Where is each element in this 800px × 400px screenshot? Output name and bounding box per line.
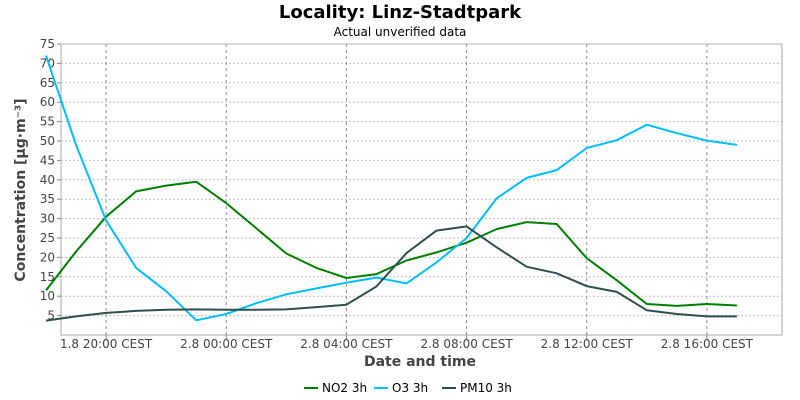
y-tick-label: 30 — [40, 212, 55, 226]
y-tick-label: 40 — [40, 173, 55, 187]
legend: NO2 3h O3 3h PM10 3h — [304, 381, 512, 395]
y-tick-label: 10 — [40, 289, 55, 303]
y-axis: 5 10 15 20 25 30 35 40 45 50 55 60 65 70 75 — [40, 37, 61, 323]
y-tick-label: 60 — [40, 95, 55, 109]
grid-layer — [61, 43, 782, 335]
y-tick-label: 5 — [47, 309, 55, 323]
legend-label: O3 3h — [392, 381, 428, 395]
x-tick-label: 2.8 16:00 CEST — [661, 337, 754, 351]
series-line-o3 — [45, 55, 738, 322]
x-axis-title: Date and time — [364, 354, 476, 370]
legend-label: NO2 3h — [322, 381, 367, 395]
x-tick-label: 2.8 04:00 CEST — [300, 337, 393, 351]
plot-area — [60, 43, 783, 336]
series-line-pm10 — [45, 225, 737, 322]
y-tick-label: 45 — [40, 153, 55, 167]
y-tick-label: 75 — [40, 37, 55, 51]
series-line-no2 — [45, 180, 737, 307]
y-tick-label: 65 — [40, 76, 55, 90]
legend-label: PM10 3h — [460, 381, 512, 395]
y-tick-label: 20 — [40, 250, 55, 264]
x-axis: 1.8 20:00 CEST 2.8 00:00 CEST 2.8 04:00 CE… — [60, 335, 754, 351]
x-tick-label: 2.8 12:00 CEST — [541, 337, 634, 351]
series-layer — [45, 55, 738, 322]
x-tick-label: 2.8 00:00 CEST — [180, 337, 273, 351]
chart-title: Locality: Linz-Stadtpark — [279, 2, 522, 23]
y-tick-label: 35 — [40, 192, 55, 206]
x-tick-label: 1.8 20:00 CEST — [60, 337, 153, 351]
y-tick-label: 50 — [40, 134, 55, 148]
chart-subtitle: Actual unverified data — [334, 25, 467, 39]
y-tick-label: 70 — [40, 56, 55, 70]
x-tick-label: 2.8 08:00 CEST — [420, 337, 513, 351]
y-tick-label: 25 — [40, 231, 55, 245]
y-tick-label: 55 — [40, 115, 55, 129]
y-tick-label: 15 — [40, 270, 55, 284]
y-axis-title: Concentration [µg·m⁻³] — [13, 98, 29, 281]
